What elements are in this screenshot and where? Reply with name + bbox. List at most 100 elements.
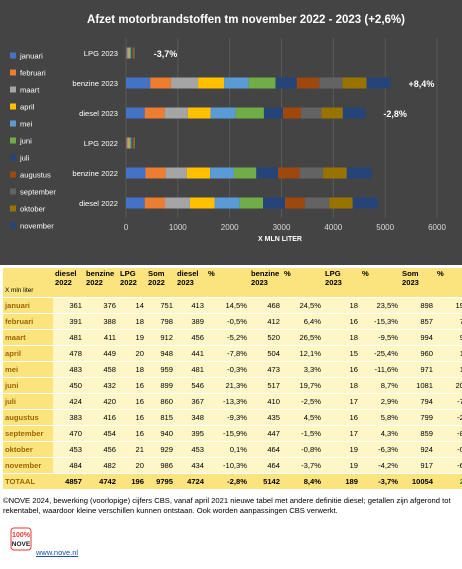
table-row: mei 483 458 18 959 481 -0,3% 473 3,3% 16 -11,6% 971…	[3, 361, 462, 378]
column-header: %	[360, 268, 400, 298]
stacked-bar-chart: Afzet motorbrandstoffen tm november 2022…	[10, 14, 446, 243]
legend-label: januari	[19, 52, 43, 61]
table-cell: 449	[84, 345, 118, 362]
table-cell: -6,3%	[360, 441, 400, 458]
category-labels: LPG 2023 benzine 2023 diesel 2023 LPG 2022 b…	[72, 49, 118, 208]
x-tick-label: 2000	[221, 223, 239, 232]
table-cell: 416	[84, 409, 118, 426]
svg-text:NOVE: NOVE	[12, 541, 31, 548]
x-tick-label: 0	[124, 223, 129, 232]
table-cell: 4,3%	[360, 425, 400, 442]
x-tick-label: 1000	[169, 223, 187, 232]
table-cell: 0,1%	[206, 441, 249, 458]
table-cell: 14,5%	[206, 297, 249, 314]
bar-segment	[133, 137, 134, 149]
row-label: februari	[3, 313, 53, 330]
bar-segment	[342, 77, 367, 89]
table-cell: 16	[118, 393, 146, 410]
table-cell: 21	[118, 441, 146, 458]
row-label: september	[3, 425, 53, 442]
column-header: LPG 2023	[323, 268, 360, 298]
bar-segment	[126, 107, 145, 119]
bar-segment	[210, 167, 234, 179]
table-cell: 15	[323, 345, 360, 362]
table-cell: 1,2%	[435, 361, 462, 378]
table-corner-label: X mln liter	[3, 268, 53, 298]
table-cell: 12,1%	[282, 345, 323, 362]
legend-label: april	[20, 103, 35, 112]
table-cell: 447	[249, 425, 282, 442]
table-cell: 464	[249, 457, 282, 474]
table-cell: -15,3%	[360, 313, 400, 330]
table-cell: -7,7%	[435, 393, 462, 410]
category-label: LPG 2023	[84, 49, 118, 58]
chart-title: Afzet motorbrandstoffen tm november 2022…	[87, 14, 405, 26]
legend-swatch	[10, 188, 16, 195]
table-cell: -15,9%	[206, 425, 249, 442]
table-cell: 794	[400, 393, 435, 410]
bar-segment	[131, 137, 133, 149]
table-cell: 388	[84, 313, 118, 330]
category-label: diesel 2023	[79, 109, 118, 118]
table-cell: 6,4%	[282, 313, 323, 330]
column-header: Som 2022	[146, 268, 175, 298]
table-cell: 4724	[175, 473, 206, 489]
table-row: februari 391 388 18 798 389 -0,5% 412 6,4% 16 -15,…	[3, 313, 462, 330]
bar-segment	[133, 137, 136, 149]
table-cell: 18	[118, 361, 146, 378]
table-row: TOTAAL 4857 4742 196 9795 4724 -2,8% 5142 8,4% 18…	[3, 473, 462, 489]
table-cell: 17	[323, 393, 360, 410]
table-cell: 454	[84, 425, 118, 442]
table-cell: 18	[323, 377, 360, 394]
bar-segment	[275, 77, 297, 89]
bar-segment	[296, 77, 320, 89]
table-cell: 994	[400, 329, 435, 346]
table-cell: 20	[118, 457, 146, 474]
table-cell: -2,5%	[282, 393, 323, 410]
table-cell: -3,7%	[360, 473, 400, 489]
bar-segment	[319, 77, 343, 89]
row-label: oktober	[3, 441, 53, 458]
table-cell: 546	[175, 377, 206, 394]
table-cell: -6,9%	[435, 457, 462, 474]
legend-swatch	[10, 52, 16, 59]
bar-segment	[165, 167, 187, 179]
table-cell: -13,3%	[206, 393, 249, 410]
bar-segment	[129, 137, 131, 149]
website-link[interactable]: www.nove.nl	[36, 548, 79, 557]
table-cell: -9,3%	[206, 409, 249, 426]
table-cell: 383	[53, 409, 84, 426]
bar-segment	[130, 47, 132, 59]
column-header: benzine 2022	[84, 268, 118, 298]
table-cell: 389	[175, 313, 206, 330]
column-header: %	[282, 268, 323, 298]
table-cell: -9,5%	[360, 329, 400, 346]
bar-segment	[144, 197, 165, 209]
nove-logo: 100% NOVE	[10, 527, 32, 551]
column-header: Som 2023	[400, 268, 435, 298]
column-header: benzine 2023	[249, 268, 282, 298]
bar-segment	[144, 107, 165, 119]
bar-segment	[186, 167, 211, 179]
data-table: X mln liter diesel 2022 benzine 2022 LPG 2022 S…	[3, 268, 462, 489]
table-cell: -0,8%	[282, 441, 323, 458]
table-cell: 815	[146, 409, 175, 426]
bar-segment	[256, 167, 279, 179]
table-cell: 26,5%	[282, 329, 323, 346]
bar-segment	[128, 47, 130, 59]
x-axis-label: X MLN LITER	[258, 236, 302, 243]
table-cell: 464	[249, 441, 282, 458]
x-tick-label: 4000	[324, 223, 342, 232]
row-label: april	[3, 345, 53, 362]
table-row: oktober 453 456 21 929 453 0,1% 464 -0,8% 19 -6,3%…	[3, 441, 462, 458]
table-cell: 18	[118, 313, 146, 330]
table-cell: 799	[400, 409, 435, 426]
bar-segment	[323, 167, 347, 179]
table-cell: -3,7%	[282, 457, 323, 474]
table-cell: 8,7%	[360, 377, 400, 394]
table-cell: 376	[84, 297, 118, 314]
table-cell: -2,8%	[206, 473, 249, 489]
column-header: diesel 2023	[175, 268, 206, 298]
bar-segment	[171, 77, 199, 89]
legend-swatch	[10, 86, 16, 93]
